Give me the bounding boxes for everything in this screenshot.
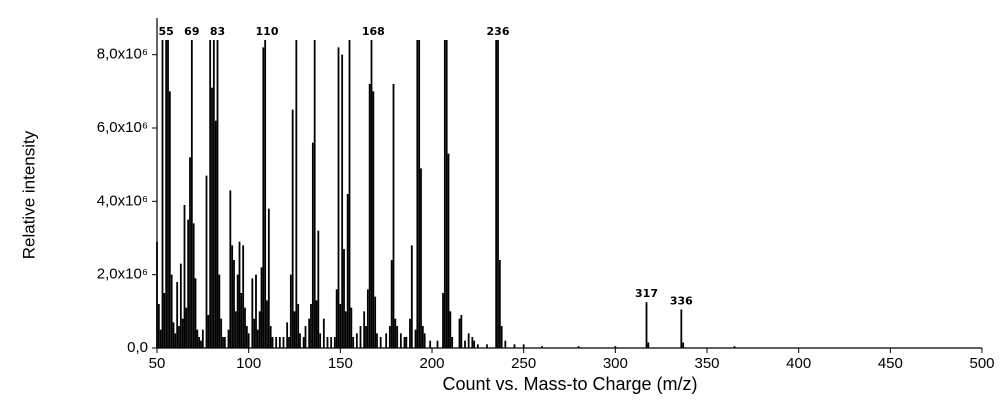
- peak-label: 69: [184, 25, 199, 38]
- x-tick-label: 200: [419, 355, 444, 372]
- x-tick-label: 450: [878, 355, 903, 372]
- x-axis-label: Count vs. Mass-to Charge (m/z): [442, 374, 697, 394]
- peak-label: 236: [487, 25, 510, 38]
- y-tick-label: 8,0x10⁶: [97, 46, 148, 63]
- y-tick-label: 0,0: [127, 339, 148, 356]
- x-tick-label: 300: [603, 355, 628, 372]
- x-tick-label: 500: [969, 355, 994, 372]
- peak-label: 168: [362, 25, 385, 38]
- x-tick-label: 50: [149, 355, 166, 372]
- peak-label: 110: [256, 25, 279, 38]
- peak-label: 55: [159, 25, 174, 38]
- x-tick-label: 100: [236, 355, 261, 372]
- y-tick-label: 4,0x10⁶: [97, 192, 148, 209]
- peak-label: 317: [635, 287, 658, 300]
- peak-label: 336: [670, 295, 693, 308]
- y-tick-label: 2,0x10⁶: [97, 266, 148, 283]
- peak-label: 83: [210, 25, 225, 38]
- x-tick-label: 150: [328, 355, 353, 372]
- y-tick-label: 6,0x10⁶: [97, 119, 148, 136]
- y-axis-label: Relative intensity: [19, 130, 38, 259]
- x-tick-label: 400: [786, 355, 811, 372]
- x-tick-label: 350: [694, 355, 719, 372]
- x-tick-label: 250: [511, 355, 536, 372]
